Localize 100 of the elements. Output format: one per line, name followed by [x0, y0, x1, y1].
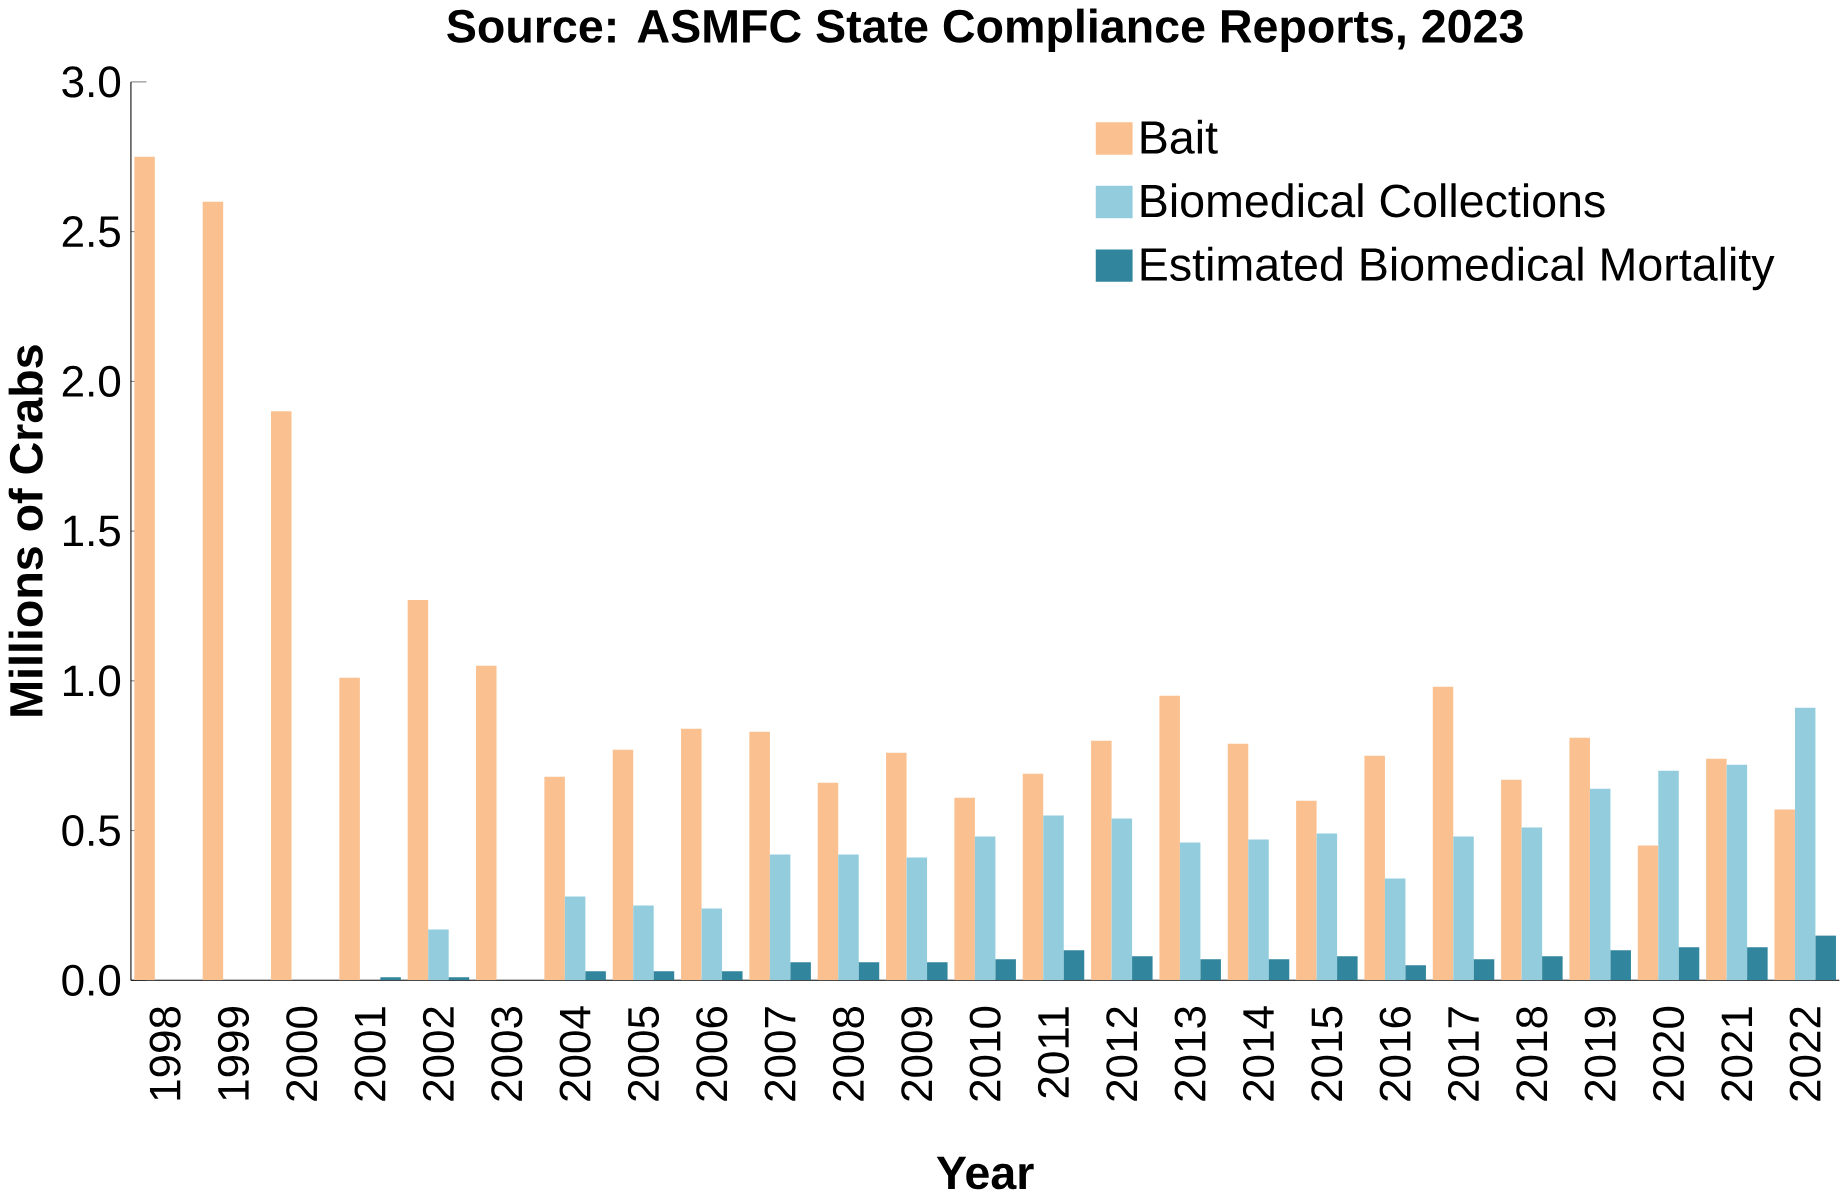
legend-label: Bait [1141, 119, 1218, 154]
bar [202, 201, 224, 981]
x-tick-label: 2006 [696, 1006, 728, 1101]
x-tick-label: 2012 [1106, 1007, 1138, 1101]
bar [1063, 950, 1085, 981]
bar [954, 797, 975, 981]
bar [1610, 950, 1631, 981]
bar [1658, 770, 1679, 981]
bar [1815, 935, 1836, 981]
x-tick-label: 2003 [491, 1006, 523, 1101]
bar [906, 857, 928, 981]
bar [1473, 959, 1495, 981]
bar [1774, 809, 1795, 981]
bar [790, 962, 811, 981]
x-tick-label: 2007 [764, 1007, 796, 1101]
bar [1569, 737, 1590, 981]
bar [1726, 764, 1748, 981]
bar [1384, 878, 1406, 981]
bar [722, 971, 743, 981]
bar [858, 962, 880, 981]
bar [1521, 827, 1543, 981]
bar [271, 411, 292, 981]
x-tick-label: 2014 [1242, 1006, 1275, 1101]
bar [1432, 686, 1454, 981]
x-tick-label: 2001 [354, 1007, 386, 1101]
x-tick-label: 2017 [1447, 1007, 1480, 1101]
bar [838, 854, 859, 981]
bar [1542, 956, 1563, 981]
bar [1501, 779, 1522, 981]
x-tick-label: 2016 [1379, 1006, 1411, 1101]
bar [1453, 836, 1474, 981]
bar [612, 749, 634, 981]
x-tick-label: 1998 [149, 1006, 181, 1100]
bar [1268, 959, 1290, 981]
y-tick-label: 0.5 [62, 815, 120, 847]
bar [1227, 743, 1249, 981]
x-tick-label: 1999 [217, 1007, 250, 1100]
bar [995, 959, 1016, 981]
x-tick-label: 2000 [286, 1006, 318, 1101]
bar [564, 896, 586, 981]
x-tick-label: 2010 [969, 1006, 1001, 1101]
legend-label: Estimated Biomedical Mortality [1141, 246, 1775, 291]
y-tick-label: 2.5 [62, 216, 120, 248]
bar [1637, 845, 1659, 981]
y-tick-label: 1.0 [63, 665, 121, 697]
x-tick-label: 2002 [422, 1007, 455, 1101]
bar [1200, 959, 1221, 981]
bar [1179, 842, 1201, 981]
bar [1405, 965, 1426, 981]
bar [1316, 833, 1338, 981]
bar [1747, 947, 1768, 981]
y-tick-label: 2.0 [62, 365, 121, 397]
bar [633, 905, 654, 981]
x-tick-label: 2011 [1037, 1007, 1070, 1098]
x-tick-label: 2015 [1311, 1006, 1343, 1101]
bar [1794, 707, 1816, 981]
bar [428, 929, 449, 981]
bar [653, 971, 675, 981]
bar [769, 854, 791, 981]
bar [817, 782, 839, 981]
x-tick-label: 2021 [1721, 1007, 1753, 1101]
bar [886, 752, 907, 981]
bar [701, 908, 723, 981]
x-tick-label: 2005 [627, 1006, 660, 1101]
bar [1091, 740, 1112, 981]
y-tick-label: 1.5 [63, 515, 120, 547]
bar [585, 971, 606, 981]
bar [476, 665, 497, 981]
bar [544, 776, 565, 981]
bar [1248, 839, 1269, 981]
x-axis-title: Year [936, 1156, 1034, 1190]
y-tick-label: 3.0 [62, 66, 121, 98]
x-tick-label: 2020 [1652, 1006, 1685, 1101]
bar [927, 962, 948, 981]
bar [1159, 695, 1180, 981]
legend-label: Biomedical Collections [1141, 183, 1605, 218]
bar [1337, 956, 1358, 981]
chart-title: Source: ASMFC State Compliance Reports, 2023 [447, 8, 1523, 53]
bar [681, 728, 702, 981]
bar [407, 599, 429, 981]
bar [380, 977, 401, 981]
bar [1296, 800, 1317, 981]
bar [974, 836, 996, 981]
bar [1364, 755, 1385, 981]
bar [1132, 956, 1153, 981]
bar [1022, 773, 1044, 981]
bar [1678, 947, 1700, 981]
x-tick-label: 2004 [559, 1006, 591, 1101]
bar [339, 677, 360, 981]
x-tick-label: 2013 [1174, 1006, 1206, 1101]
x-tick-label: 2018 [1516, 1006, 1548, 1101]
x-tick-label: 2019 [1584, 1007, 1616, 1101]
y-tick-label: 0.0 [62, 964, 121, 996]
x-tick-label: 2009 [901, 1007, 933, 1101]
bar [448, 977, 470, 981]
bar [749, 731, 770, 981]
bar [1589, 788, 1611, 981]
x-tick-label: 2022 [1789, 1007, 1821, 1101]
bar [1111, 818, 1133, 981]
x-tick-label: 2008 [832, 1006, 865, 1101]
